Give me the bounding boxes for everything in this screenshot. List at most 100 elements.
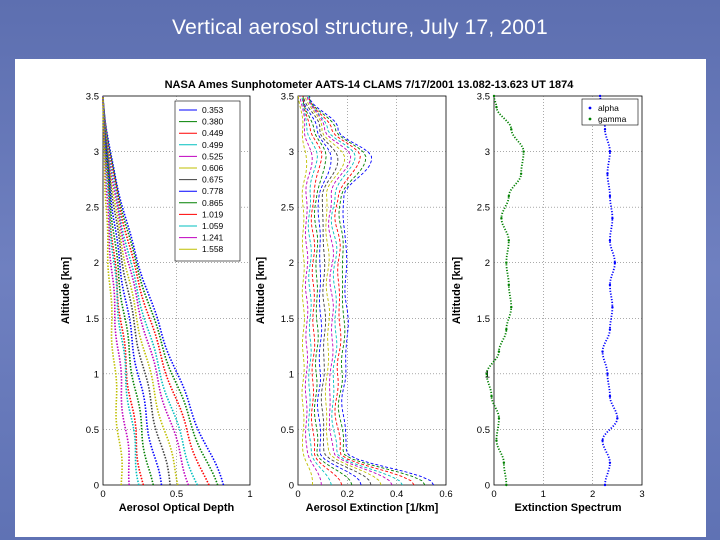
spec-ytick-label: 3 [485,147,490,158]
spec-legend-label: alpha [598,103,619,113]
aod-series-line [102,96,130,486]
aod-legend-label: 0.675 [202,175,224,185]
spec-gamma-point [497,350,501,353]
spec-gamma-point [502,461,506,464]
aod-series-line [102,95,210,486]
spec-legend-box [581,98,639,126]
spec-gamma-point [510,305,513,309]
spec-gamma-point [507,283,510,287]
aod-legend-label: 0.499 [202,140,224,150]
ext-series-line [302,95,343,486]
spec-legend-marker [588,106,592,110]
spec-xtick-label: 3 [639,489,644,500]
spec-gamma-point [510,128,513,131]
ext-ytick-label: 2.5 [281,203,294,214]
spec-gamma-point [505,328,508,331]
ext-series-line [308,95,403,486]
aod-legend-label: 0.865 [202,198,224,208]
spec-alpha-point [606,372,609,376]
ext-xtick-label: 0.6 [439,489,452,500]
spec-legend-marker [588,117,592,121]
aod-legend-label: 0.353 [202,105,224,115]
aod-ylabel: Altitude [km] [60,257,72,325]
spec-gamma-point [507,194,510,198]
aod-xtick-label: 1 [247,489,252,500]
ext-ylabel: Altitude [km] [255,257,267,325]
spec-alpha-point [608,461,612,464]
figure-panel: NASA Ames Sunphotometer AATS-14 CLAMS 7/… [15,59,706,537]
spec-gamma-point [495,439,498,442]
aod-ytick-label: 3.5 [86,92,99,103]
ext-axes-box [297,95,447,486]
spec-alpha-point [608,194,612,198]
spec-ylabel: Altitude [km] [451,257,463,325]
ext-xtick-label: 0 [295,489,300,500]
aod-legend-label: 1.019 [202,209,224,219]
spec-ytick-label: 0 [485,481,490,492]
spec-gamma-point [505,483,508,487]
ext-series-line [299,95,322,486]
ext-series-line [302,96,353,486]
spec-gamma-point [505,261,508,264]
aod-legend-label: 1.558 [202,244,224,254]
aod-legend-box [174,100,241,262]
aod-legend-label: 1.241 [202,233,224,243]
aod-ytick-label: 2.5 [86,203,99,214]
spec-alpha-point [608,239,612,242]
aod-series-line [102,95,171,486]
ext-ytick-label: 3.5 [281,92,294,103]
spec-gamma-point [522,150,525,153]
ext-series-line [303,95,372,486]
spec-alpha-point [598,94,602,98]
aod-series-line [102,95,145,486]
spec-gamma-point [507,239,510,242]
spec-alpha-point [601,350,604,353]
aod-series-line [102,95,155,486]
spec-xtick-label: 0 [491,489,496,500]
aod-ytick-label: 2 [94,258,99,269]
aod-series-line [102,95,140,486]
ext-xtick-label: 0.2 [341,489,354,500]
ext-ytick-label: 0 [289,481,294,492]
aod-legend-label: 0.778 [202,186,224,196]
aod-xtick-label: 0.5 [170,489,183,500]
spec-alpha-point [603,483,607,487]
aod-legend-label: 1.059 [202,221,224,231]
ext-series-line [297,95,313,486]
spec-alpha-point [616,417,619,420]
ext-series-line [308,95,426,486]
ext-ytick-label: 1 [289,369,294,380]
aod-xlabel: Aerosol Optical Depth [119,502,235,514]
spec-alpha-point [608,328,612,331]
aod-series-line [102,96,123,486]
ext-series-line [308,95,435,486]
ext-ytick-label: 2 [289,258,294,269]
ext-series-line [308,95,415,486]
spec-gamma-point [490,394,493,398]
ext-xlabel: Aerosol Extinction [1/km] [306,502,439,514]
ext-series-line [306,95,393,486]
ext-ytick-label: 3 [289,147,294,158]
ext-series-line [301,95,332,486]
spec-xlabel: Extinction Spectrum [515,502,622,514]
spec-ytick-label: 2.5 [477,203,490,214]
ext-series-line [304,95,382,486]
aod-ytick-label: 1 [94,369,99,380]
ext-xtick-label: 0.4 [390,489,403,500]
aod-series-line [102,95,219,486]
spec-alpha-point [608,394,612,398]
spec-gamma-point [495,105,498,109]
spec-ytick-label: 2 [485,258,490,269]
aod-ytick-label: 0.5 [86,425,99,436]
slide-title: Vertical aerosol structure, July 17, 200… [172,16,548,39]
spec-alpha-line [599,96,619,486]
ext-ytick-label: 1.5 [281,314,294,325]
spec-ytick-label: 3.5 [477,92,490,103]
spec-xtick-label: 1 [541,489,546,500]
spec-ytick-label: 0.5 [477,425,490,436]
spec-alpha-point [608,150,612,153]
spec-alpha-point [608,283,612,287]
spec-alpha-point [611,305,614,309]
spec-alpha-point [606,172,609,175]
aod-ytick-label: 1.5 [86,314,99,325]
